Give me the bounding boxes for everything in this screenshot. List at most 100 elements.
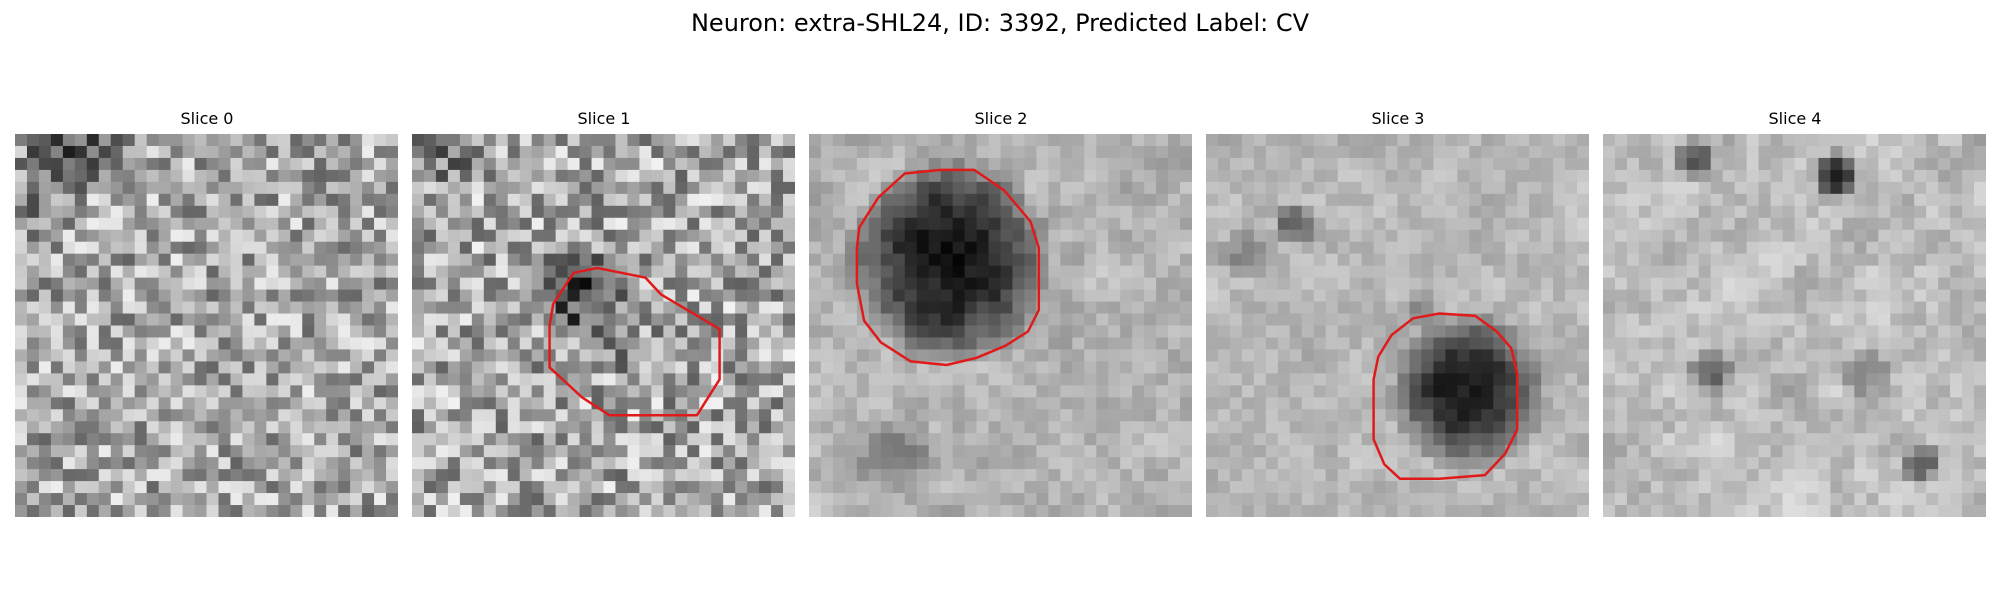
pixel <box>1650 253 1664 267</box>
pixel <box>459 265 473 279</box>
pixel <box>1505 253 1518 267</box>
pixel <box>591 241 605 255</box>
pixel <box>699 301 712 315</box>
pixel <box>976 289 990 303</box>
pixel <box>374 134 387 147</box>
pixel <box>1241 445 1255 458</box>
pixel <box>1253 397 1267 410</box>
pixel <box>940 325 954 339</box>
pixel <box>1603 445 1616 458</box>
pixel <box>1529 409 1542 422</box>
pixel <box>1650 205 1664 219</box>
pixel <box>1301 325 1315 339</box>
pixel <box>1758 361 1772 374</box>
pixel <box>1577 469 1589 482</box>
pixel <box>1842 409 1855 422</box>
pixel <box>1265 361 1279 374</box>
pixel <box>603 469 617 482</box>
pixel <box>567 134 581 147</box>
pixel <box>844 241 858 255</box>
pixel <box>74 469 88 482</box>
pixel <box>1156 421 1169 434</box>
pixel <box>1674 457 1688 470</box>
pixel <box>1289 385 1303 398</box>
pixel <box>26 493 40 506</box>
pixel <box>38 169 52 183</box>
pixel <box>1782 397 1796 410</box>
pixel <box>723 277 736 291</box>
pixel <box>952 253 966 267</box>
pixel <box>675 337 688 351</box>
pixel <box>1132 253 1145 267</box>
pixel <box>1603 397 1616 410</box>
pixel <box>988 493 1002 506</box>
pixel <box>1962 145 1975 159</box>
pixel <box>1397 193 1411 207</box>
pixel <box>1794 277 1808 291</box>
pixel <box>1024 505 1038 517</box>
pixel <box>1096 145 1109 159</box>
pixel <box>1614 205 1628 219</box>
pixel <box>639 433 652 446</box>
pixel <box>266 181 279 195</box>
pixel <box>759 157 772 171</box>
pixel <box>1638 253 1652 267</box>
pixel <box>988 134 1002 147</box>
pixel <box>218 313 232 327</box>
pixel <box>1674 409 1688 422</box>
pixel <box>206 397 220 410</box>
pixel <box>1229 445 1243 458</box>
pixel <box>1914 253 1927 267</box>
pixel <box>555 301 569 315</box>
pixel <box>206 385 220 398</box>
pixel <box>158 373 172 386</box>
pixel <box>627 157 641 171</box>
pixel <box>1084 457 1097 470</box>
pixel <box>687 373 700 386</box>
pixel <box>1457 181 1470 195</box>
pixel <box>471 301 485 315</box>
pixel <box>735 409 748 422</box>
pixel <box>699 277 712 291</box>
pixel <box>1866 313 1879 327</box>
pixel <box>38 181 52 195</box>
pixel <box>1277 385 1291 398</box>
pixel <box>1734 265 1748 279</box>
pixel <box>1493 193 1506 207</box>
pixel <box>531 505 545 517</box>
pixel <box>1289 469 1303 482</box>
pixel <box>206 134 220 147</box>
pixel <box>495 505 509 517</box>
pixel <box>242 505 255 517</box>
pixel <box>1782 217 1796 231</box>
pixel <box>386 205 398 219</box>
pixel <box>988 337 1002 351</box>
pixel <box>1132 205 1145 219</box>
pixel <box>868 325 882 339</box>
pixel <box>86 409 100 422</box>
pixel <box>1120 181 1133 195</box>
pixel <box>435 409 449 422</box>
pixel <box>844 277 858 291</box>
pixel <box>1505 169 1518 183</box>
pixel <box>350 445 363 458</box>
pixel <box>1818 313 1832 327</box>
pixel <box>1818 409 1832 422</box>
pixel <box>1493 325 1506 339</box>
pixel <box>1084 253 1097 267</box>
pixel <box>591 409 605 422</box>
pixel <box>62 277 76 291</box>
pixel <box>62 229 76 243</box>
pixel <box>1313 145 1327 159</box>
pixel <box>1962 373 1975 386</box>
pixel <box>964 409 978 422</box>
pixel <box>1577 493 1589 506</box>
pixel <box>483 277 497 291</box>
pixel <box>1024 301 1038 315</box>
pixel <box>928 481 942 494</box>
pixel <box>567 217 581 231</box>
pixel <box>1962 205 1975 219</box>
pixel <box>170 349 184 363</box>
pixel <box>856 373 870 386</box>
pixel <box>1674 134 1688 147</box>
